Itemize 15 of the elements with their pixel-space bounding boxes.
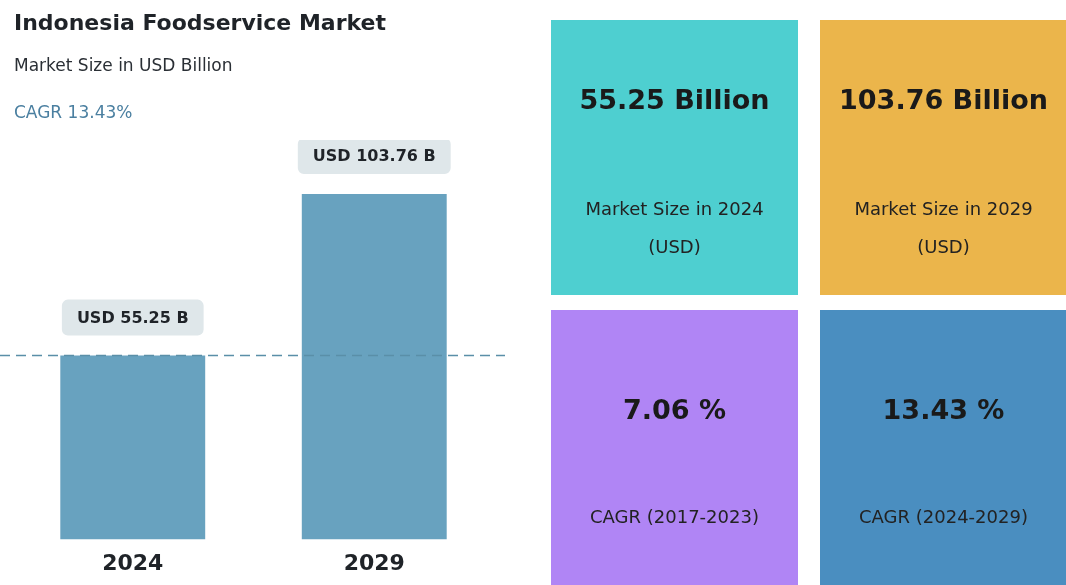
chart-title: Indonesia Foodservice Market [14, 10, 386, 35]
data-label: USD 103.76 B [312, 146, 436, 166]
text: 13.43 % [881, 394, 1006, 425]
text: Market Size in 2029 (USD) [853, 197, 1034, 259]
text: CAGR (2024-2029) [858, 505, 1029, 529]
text: CAGR 13.43% [14, 102, 133, 122]
text: 103.76 Billion [838, 84, 1049, 115]
x-tick-label: 2029 [343, 549, 405, 575]
text: Market Size in 2024 (USD) [584, 197, 765, 259]
text: 7.06 % [621, 394, 728, 425]
text: CAGR (2017-2023) [589, 505, 760, 529]
data-label: USD 55.25 B [76, 307, 189, 327]
text: 55.25 Billion [578, 84, 771, 115]
x-tick-label: 2024 [102, 549, 164, 575]
chart-subtitle: Market Size in USD Billion [14, 55, 233, 75]
